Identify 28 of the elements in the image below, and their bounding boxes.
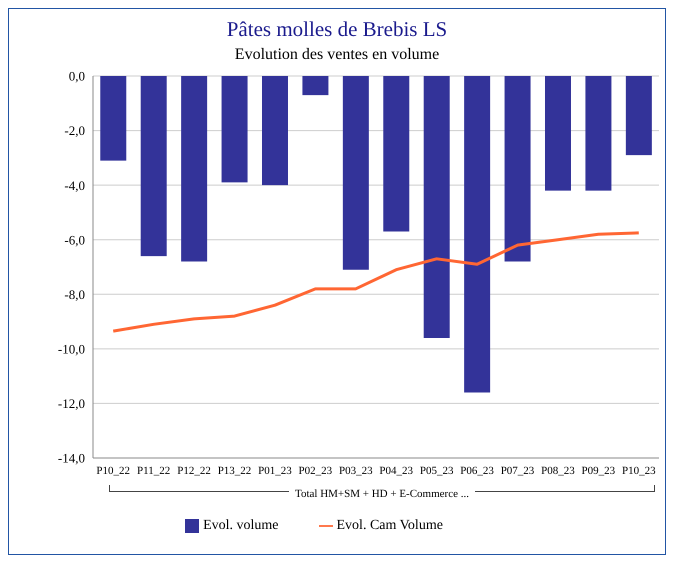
x-tick-label: P02_23 xyxy=(298,464,333,477)
chart-title: Pâtes molles de Brebis LS xyxy=(226,17,448,42)
y-tick-label: -12,0 xyxy=(58,396,85,412)
chart-subtitle: Evolution des ventes en volume xyxy=(234,46,440,64)
legend-label: Evol. Cam Volume xyxy=(336,518,443,533)
y-tick-label: -4,0 xyxy=(64,178,85,193)
x-tick-label: P11_22 xyxy=(137,464,170,477)
x-tick-label: P07_23 xyxy=(500,464,535,477)
x-tick-label: P09_23 xyxy=(582,464,616,477)
legend-label: Evol. volume xyxy=(203,518,278,533)
y-tick-label: -6,0 xyxy=(64,232,85,248)
x-tick-label: P04_23 xyxy=(379,464,414,477)
x-tick-label: P10_22 xyxy=(96,464,130,477)
x-tick-label: P12_22 xyxy=(177,464,211,477)
x-tick-label: P03_23 xyxy=(338,464,374,477)
x-tick-label: P08_23 xyxy=(541,464,576,477)
x-tick-label: P01_23 xyxy=(258,464,292,477)
y-tick-label: -10,0 xyxy=(58,341,85,356)
y-tick-label: -14,0 xyxy=(58,450,85,466)
line-series xyxy=(112,231,640,333)
y-tick-label: 0,0 xyxy=(68,68,85,84)
y-tick-label: -8,0 xyxy=(64,286,85,302)
x-tick-label: P13_22 xyxy=(218,464,252,477)
x-tick-label: P05_23 xyxy=(420,464,454,477)
text: Total HM+SM + HD + E-Commerce ... xyxy=(289,488,475,500)
x-tick-label: P06_23 xyxy=(460,464,494,477)
y-tick-label: -2,0 xyxy=(64,123,85,138)
x-tick-label: P10_23 xyxy=(622,464,656,477)
